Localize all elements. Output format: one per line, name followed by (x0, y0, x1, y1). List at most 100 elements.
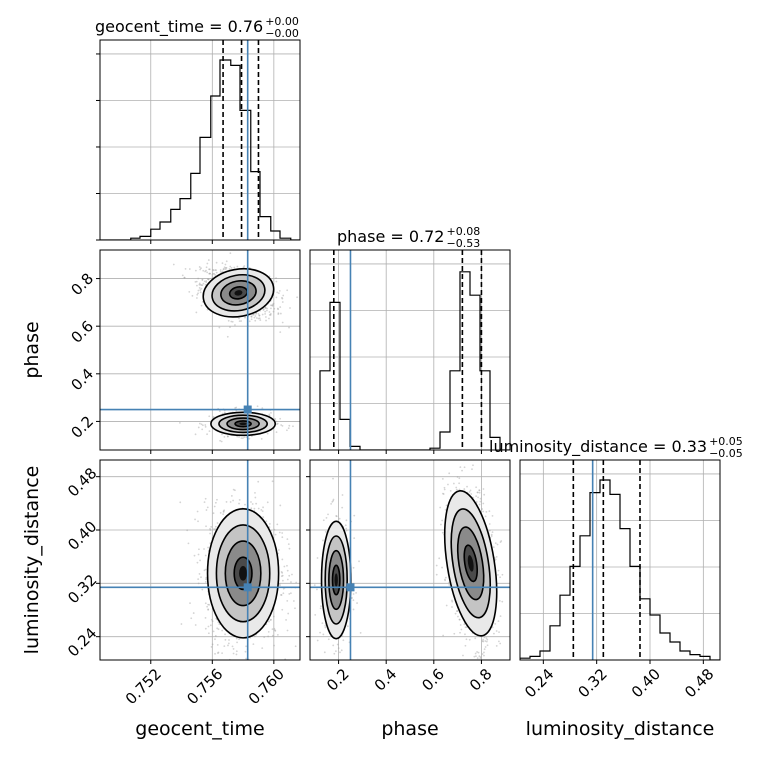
panel-luminosity_distance-luminosity_distance (519, 459, 721, 664)
panel-frame (99, 39, 301, 241)
title-text: geocent_time = 0.76 (95, 17, 263, 37)
contour-line (220, 280, 257, 306)
sample-point (454, 612, 457, 615)
sample-point (444, 576, 447, 579)
sample-point (206, 278, 209, 280)
sample-point (346, 625, 349, 628)
sample-point (228, 268, 231, 270)
sample-point (266, 501, 269, 504)
sample-point (269, 314, 272, 316)
sample-point (238, 638, 240, 641)
sample-point (294, 607, 296, 610)
sample-point (475, 501, 478, 503)
y-tick-label: 0.40 (64, 517, 100, 553)
sample-point (355, 591, 357, 594)
sample-point (261, 510, 264, 513)
sample-point (281, 532, 284, 534)
sample-point (245, 657, 248, 660)
sample-point (266, 432, 269, 435)
y-tick-label: 0.48 (64, 464, 100, 500)
sample-point (197, 277, 200, 280)
sample-point (267, 635, 270, 638)
sample-point (338, 517, 341, 520)
density-level (234, 290, 243, 296)
sample-point (225, 501, 228, 503)
panel-frame (519, 459, 721, 661)
sample-point (458, 618, 461, 621)
sample-point (208, 415, 211, 418)
sample-point (233, 266, 236, 269)
sample-point (216, 643, 219, 646)
sample-point (196, 297, 198, 299)
sample-point (264, 313, 267, 315)
sample-point (281, 579, 284, 582)
sample-point (187, 542, 190, 545)
sample-point (204, 580, 207, 583)
sample-point (231, 320, 234, 323)
sample-point (205, 568, 207, 571)
sample-point (255, 502, 258, 505)
sample-point (205, 269, 207, 272)
sample-point (268, 313, 271, 316)
panel-content (100, 250, 300, 450)
sample-point (254, 315, 257, 317)
sample-point (498, 599, 501, 602)
sample-point (262, 506, 264, 509)
sample-point (322, 633, 325, 636)
sample-point (184, 267, 187, 270)
sample-point (206, 506, 209, 509)
sample-point (352, 608, 355, 611)
sample-point (332, 498, 335, 501)
sample-point (205, 452, 207, 454)
sample-point (198, 573, 201, 575)
contour-line (463, 544, 479, 583)
sample-point (269, 312, 272, 315)
sample-point (341, 506, 344, 509)
sample-point (473, 655, 476, 658)
sample-point (225, 266, 228, 269)
sample-point (198, 287, 201, 289)
sample-point (485, 640, 488, 643)
sample-point (256, 405, 259, 408)
sample-point (482, 510, 485, 513)
sample-point (461, 469, 463, 472)
sample-point (236, 435, 239, 438)
sample-point (257, 507, 260, 510)
sample-point (501, 573, 504, 576)
sample-point (217, 651, 220, 654)
sample-point (210, 618, 213, 621)
sample-point (456, 610, 459, 612)
sample-point (490, 535, 493, 538)
sample-point (272, 310, 275, 313)
x-tick-label: 0.752 (122, 665, 165, 708)
title-text: phase = 0.72 (337, 227, 444, 246)
sample-point (479, 656, 482, 658)
panel-content (100, 452, 300, 660)
sample-point (273, 644, 275, 647)
sample-point (180, 623, 183, 625)
sample-point (218, 623, 221, 626)
sample-point (196, 284, 198, 287)
sample-point (217, 628, 220, 631)
sample-point (235, 653, 238, 656)
sample-point (270, 411, 272, 414)
contour-line (202, 267, 275, 318)
sample-point (353, 537, 356, 540)
sample-point (236, 265, 239, 268)
sample-point (288, 593, 291, 595)
sample-point (451, 600, 454, 603)
sample-point (206, 433, 208, 436)
sample-point (481, 508, 484, 510)
sample-point (183, 276, 186, 279)
sample-point (226, 335, 229, 338)
sample-point (211, 643, 214, 646)
sample-point (273, 307, 276, 310)
sample-point (205, 509, 208, 511)
sample-point (227, 319, 230, 322)
sample-point (478, 489, 481, 492)
sample-point (258, 317, 261, 320)
sample-point (225, 260, 228, 263)
sample-point (199, 291, 202, 294)
sample-point (499, 642, 502, 645)
sample-point (240, 437, 243, 440)
